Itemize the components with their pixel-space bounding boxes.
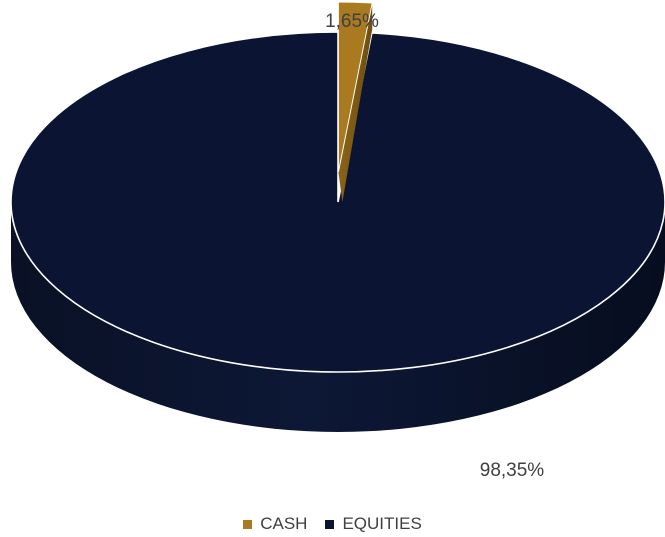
legend-label-cash: CASH (260, 514, 308, 533)
legend-swatch-cash (243, 519, 253, 529)
pie-slice-cash-side (338, 2, 373, 203)
pie-slice-equities[interactable] (10, 31, 665, 373)
legend-label-equities: EQUITIES (342, 514, 422, 533)
legend-item-equities[interactable]: EQUITIES (325, 514, 422, 534)
data-label-equities: 98,35% (480, 460, 545, 481)
data-label-cash: 1,65% (325, 11, 379, 32)
pie-slice-cash[interactable] (337, 1, 373, 173)
pie-slice-equities-side (11, 202, 665, 432)
legend-swatch-equities (325, 519, 335, 529)
chart-legend: CASH EQUITIES (0, 514, 665, 534)
legend-item-cash[interactable]: CASH (243, 514, 307, 534)
